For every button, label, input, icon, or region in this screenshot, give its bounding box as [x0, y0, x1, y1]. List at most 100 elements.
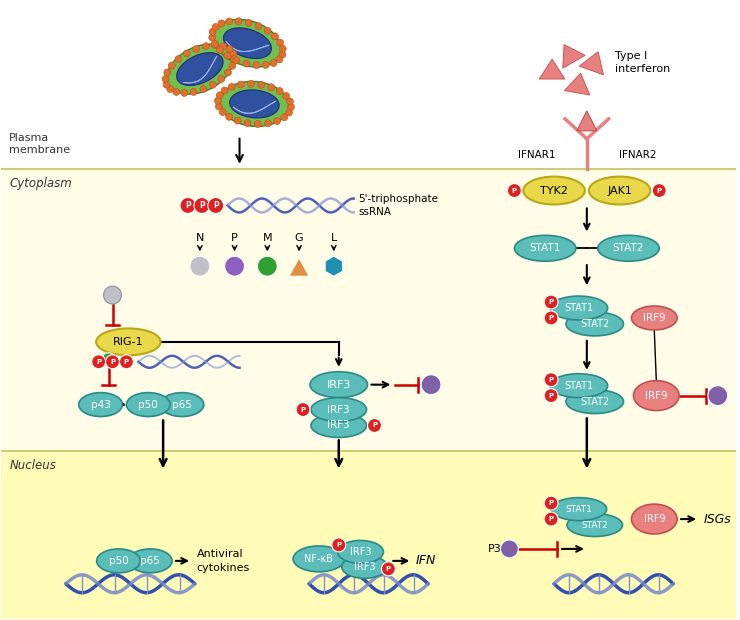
Text: Cytoplasm: Cytoplasm: [10, 177, 72, 190]
Ellipse shape: [160, 392, 204, 417]
Text: cytokines: cytokines: [197, 563, 250, 573]
Ellipse shape: [193, 45, 200, 53]
Ellipse shape: [276, 87, 283, 94]
Text: RIG-1: RIG-1: [113, 337, 144, 347]
Ellipse shape: [180, 198, 196, 213]
Text: P: P: [548, 315, 554, 321]
Ellipse shape: [508, 184, 522, 198]
Ellipse shape: [550, 374, 608, 397]
Ellipse shape: [598, 236, 659, 261]
Ellipse shape: [238, 81, 244, 88]
Ellipse shape: [253, 61, 260, 69]
Text: P: P: [300, 407, 306, 412]
Ellipse shape: [104, 286, 121, 304]
Text: STAT1: STAT1: [529, 243, 561, 254]
Ellipse shape: [286, 98, 294, 105]
Ellipse shape: [209, 29, 216, 35]
Ellipse shape: [233, 57, 240, 64]
Text: IRF3: IRF3: [354, 562, 375, 572]
Ellipse shape: [208, 198, 223, 213]
Ellipse shape: [175, 56, 182, 63]
Ellipse shape: [337, 541, 383, 564]
Text: Nucleus: Nucleus: [10, 459, 56, 472]
Text: P: P: [548, 500, 554, 506]
Text: P: P: [548, 392, 554, 399]
Ellipse shape: [311, 397, 366, 422]
Ellipse shape: [221, 87, 228, 94]
Text: P: P: [185, 201, 191, 210]
Ellipse shape: [216, 92, 223, 99]
Ellipse shape: [272, 33, 278, 40]
Text: P: P: [386, 566, 391, 572]
Ellipse shape: [162, 76, 169, 82]
Text: P: P: [548, 299, 554, 305]
Text: L: L: [331, 233, 337, 243]
Ellipse shape: [129, 549, 172, 573]
Text: IFNAR1: IFNAR1: [517, 149, 555, 160]
Text: ISGs: ISGs: [704, 513, 732, 526]
Ellipse shape: [215, 103, 222, 110]
Ellipse shape: [332, 538, 346, 552]
Ellipse shape: [229, 83, 235, 91]
Ellipse shape: [288, 104, 295, 110]
Text: Plasma
membrane: Plasma membrane: [10, 133, 70, 155]
Ellipse shape: [243, 60, 250, 67]
Text: STAT2: STAT2: [580, 397, 609, 407]
Ellipse shape: [270, 60, 277, 66]
Ellipse shape: [280, 114, 288, 121]
Text: IFNAR2: IFNAR2: [619, 149, 656, 160]
Text: STAT1: STAT1: [565, 303, 593, 313]
Polygon shape: [579, 51, 604, 75]
Ellipse shape: [268, 84, 275, 91]
Ellipse shape: [226, 113, 232, 120]
Ellipse shape: [708, 386, 727, 405]
Ellipse shape: [500, 540, 518, 558]
Text: P: P: [548, 516, 554, 522]
Text: 5'-triphosphate: 5'-triphosphate: [359, 193, 439, 203]
Ellipse shape: [265, 120, 272, 126]
Text: IRF9: IRF9: [645, 391, 667, 401]
Ellipse shape: [631, 306, 677, 330]
Ellipse shape: [101, 353, 115, 367]
Ellipse shape: [296, 402, 310, 417]
Text: STAT2: STAT2: [582, 521, 608, 529]
Ellipse shape: [653, 184, 666, 198]
Text: ssRNA: ssRNA: [359, 208, 391, 218]
Ellipse shape: [244, 120, 251, 126]
Text: Type I: Type I: [615, 51, 647, 61]
Ellipse shape: [342, 556, 387, 578]
Text: P: P: [231, 233, 238, 243]
Ellipse shape: [220, 43, 226, 50]
Text: JAK1: JAK1: [607, 185, 632, 195]
Ellipse shape: [279, 45, 286, 52]
Ellipse shape: [231, 56, 238, 63]
Text: P: P: [96, 359, 101, 365]
Ellipse shape: [551, 498, 607, 521]
Ellipse shape: [276, 56, 283, 63]
Ellipse shape: [106, 355, 119, 369]
Text: N: N: [195, 233, 204, 243]
Ellipse shape: [166, 86, 174, 92]
Text: IRF3: IRF3: [327, 405, 350, 415]
Text: P: P: [124, 359, 129, 365]
Ellipse shape: [92, 355, 106, 369]
Ellipse shape: [127, 392, 170, 417]
Ellipse shape: [381, 562, 395, 576]
Ellipse shape: [368, 418, 381, 432]
Ellipse shape: [310, 372, 368, 397]
Text: STAT1: STAT1: [565, 381, 593, 391]
Ellipse shape: [163, 81, 170, 88]
Ellipse shape: [283, 92, 289, 99]
Ellipse shape: [550, 296, 608, 320]
Ellipse shape: [212, 40, 218, 47]
Polygon shape: [539, 59, 565, 79]
Text: STAT2: STAT2: [613, 243, 645, 254]
Ellipse shape: [97, 549, 141, 573]
Text: p43: p43: [91, 399, 110, 410]
Text: p50: p50: [109, 556, 128, 566]
Text: G: G: [295, 233, 303, 243]
Ellipse shape: [631, 504, 677, 534]
Ellipse shape: [164, 69, 171, 76]
Text: p50: p50: [138, 399, 158, 410]
Text: IRF3: IRF3: [350, 547, 371, 557]
